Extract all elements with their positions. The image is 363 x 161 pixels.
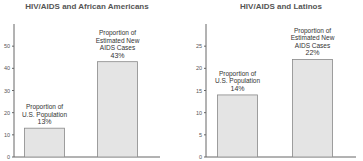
- category-label-line: AIDS Cases: [100, 44, 136, 51]
- y-tick: [12, 134, 14, 135]
- y-tick-label: 10: [196, 110, 202, 116]
- y-tick-label: 30: [4, 88, 10, 94]
- bars: [25, 62, 138, 157]
- category-label-line: U.S. Population: [22, 111, 68, 119]
- category-label-line: Estimated New: [291, 34, 335, 41]
- y-tick-label: 5: [199, 132, 202, 138]
- y-tick: [204, 134, 206, 135]
- y-tick-label: 0: [7, 154, 10, 160]
- y-tick-label: 50: [4, 43, 10, 49]
- data-label: 22%: [305, 49, 319, 56]
- y-tick-label: 20: [196, 65, 202, 71]
- y-tick: [204, 68, 206, 69]
- y-tick-label: 40: [4, 65, 10, 71]
- y-tick-label: 15: [196, 88, 202, 94]
- bar: [293, 59, 333, 157]
- chart-panel: HIV/AIDS and Latinos051015202514%Proport…: [196, 2, 356, 160]
- category-label-line: Estimated New: [96, 37, 140, 44]
- data-label: 43%: [110, 52, 124, 59]
- category-label-line: U.S. Population: [215, 77, 261, 85]
- y-tick: [12, 46, 14, 47]
- y-tick-label: 20: [4, 110, 10, 116]
- category-label: Proportion ofEstimated NewAIDS Cases: [291, 27, 335, 49]
- category-label-line: AIDS Cases: [295, 42, 331, 49]
- y-tick: [204, 112, 206, 113]
- category-label: Proportion ofEstimated NewAIDS Cases: [96, 29, 140, 51]
- y-tick: [204, 157, 206, 158]
- category-label: Proportion ofU.S. Population: [22, 103, 68, 119]
- data-label: 13%: [37, 118, 51, 125]
- y-tick: [204, 90, 206, 91]
- chart-root: HIV/AIDS and African Americans 0 10 20 30 40 5…: [0, 0, 363, 161]
- y-tick: [12, 68, 14, 69]
- category-label: Proportion ofU.S. Population: [215, 70, 261, 86]
- chart-title: HIV/AIDS and Latinos: [240, 2, 322, 11]
- bars: [218, 59, 333, 157]
- bar: [98, 62, 138, 157]
- bar: [25, 128, 65, 157]
- y-tick-label: 25: [196, 43, 202, 49]
- y-tick-label: 10: [4, 132, 10, 138]
- y-tick-label: 0: [199, 154, 202, 160]
- y-tick: [204, 46, 206, 47]
- y-tick: [12, 157, 14, 158]
- data-label: 14%: [230, 85, 244, 92]
- bar: [218, 95, 258, 157]
- chart-panel: HIV/AIDS and African Americans 0 10 20 30 40 5…: [4, 2, 160, 160]
- y-tick: [12, 90, 14, 91]
- chart-title: HIV/AIDS and African Americans: [25, 2, 149, 11]
- y-tick: [12, 112, 14, 113]
